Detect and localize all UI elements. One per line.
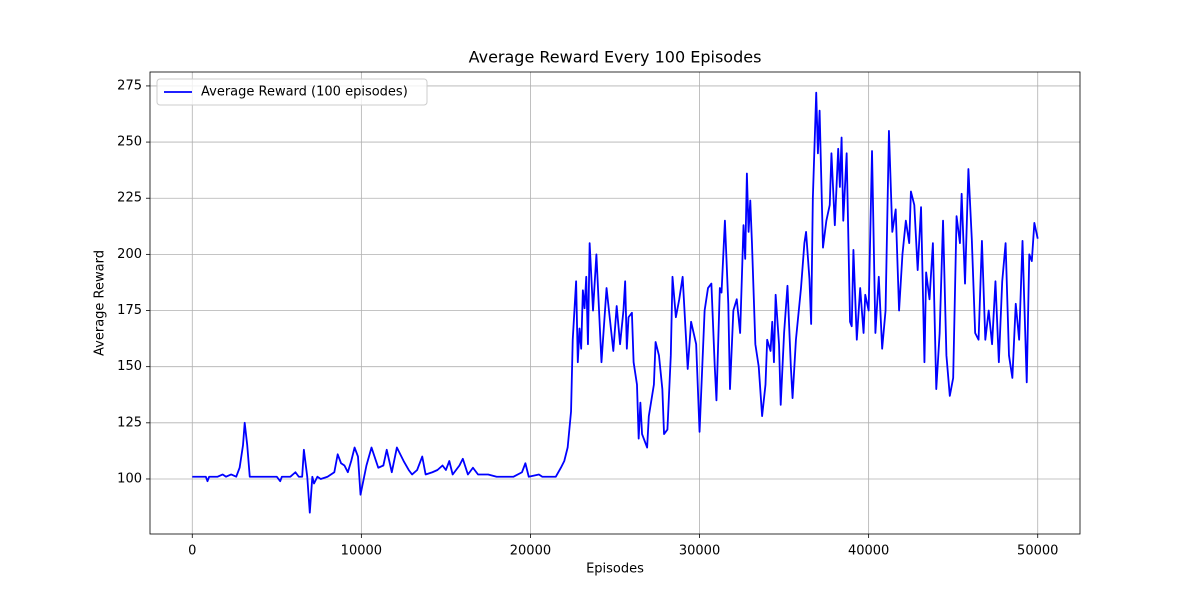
plot-frame [149, 71, 1081, 535]
x-axis-label: Episodes [586, 562, 644, 577]
x-tick-label: 20000 [510, 544, 551, 559]
y-axis-label: Average Reward [93, 250, 108, 356]
y-tick-label: 225 [117, 191, 142, 206]
legend: Average Reward (100 episodes) [156, 78, 428, 106]
x-tick-label: 0 [188, 544, 196, 559]
data-line [192, 91, 1039, 514]
y-tick-label: 200 [117, 247, 142, 262]
y-tick-label: 150 [117, 359, 142, 374]
x-tick-label: 50000 [1017, 544, 1058, 559]
y-tick-label: 100 [117, 471, 142, 486]
legend-box [156, 78, 428, 106]
y-tick-label: 175 [117, 303, 142, 318]
y-tick-label: 275 [117, 78, 142, 93]
legend-label: Average Reward (100 episodes) [201, 85, 408, 100]
y-tick-label: 125 [117, 415, 142, 430]
x-tick-label: 40000 [848, 544, 889, 559]
x-tick-label: 10000 [341, 544, 382, 559]
y-tick-label: 250 [117, 135, 142, 150]
x-tick-label: 30000 [679, 544, 720, 559]
chart-title: Average Reward Every 100 Episodes [469, 48, 762, 67]
